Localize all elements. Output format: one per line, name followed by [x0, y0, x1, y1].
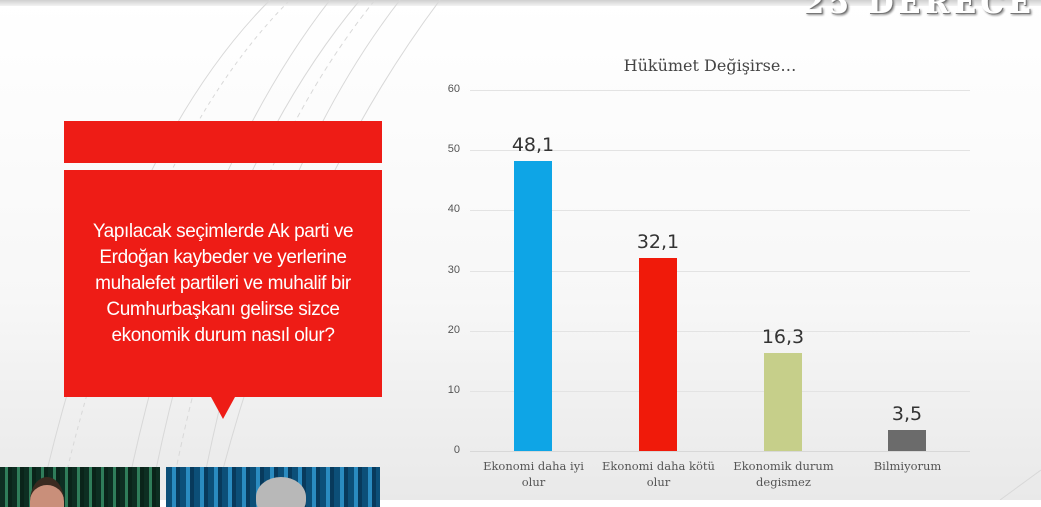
x-label-line: olur	[646, 475, 671, 489]
question-box: Yapılacak seçimlerde Ak parti ve Erdoğan…	[64, 170, 382, 397]
y-tick-40: 40	[447, 203, 460, 215]
bar-bilmiyorum	[888, 430, 926, 451]
gridline-60	[470, 90, 970, 91]
y-tick-30: 30	[447, 264, 460, 276]
x-label-line: Ekonomi daha iyi	[483, 459, 584, 473]
x-axis-line	[470, 451, 970, 452]
value-label: 48,1	[511, 134, 555, 156]
question-banner	[64, 121, 382, 163]
y-tick-50: 50	[447, 143, 460, 155]
x-label-0: Ekonomi daha iyi olur	[471, 458, 596, 490]
question-text: Yapılacak seçimlerde Ak parti ve Erdoğan…	[92, 220, 354, 346]
y-tick-60: 60	[447, 83, 460, 95]
value-label: 3,5	[891, 403, 923, 425]
gridline-40	[470, 210, 970, 211]
gridline-20	[470, 331, 970, 332]
value-label: 32,1	[636, 231, 680, 253]
y-tick-0: 0	[453, 444, 460, 456]
value-label: 16,3	[761, 326, 805, 348]
video-feed-right	[166, 467, 380, 507]
person-avatar	[256, 477, 306, 507]
chart-title: Hükümet Değişirse…	[623, 56, 797, 75]
y-tick-10: 10	[447, 384, 460, 396]
brand-logo: 25 DERECE	[803, 0, 1035, 21]
x-label-line: Ekonomi daha kötü	[602, 459, 715, 473]
gridline-30	[470, 271, 970, 272]
bar-ekonomi-daha-iyi	[514, 161, 552, 451]
video-feed-left	[0, 467, 160, 507]
x-label-line: Ekonomik durum	[733, 459, 834, 473]
gridline-50	[470, 150, 970, 151]
x-label-line: degismez	[756, 475, 811, 489]
bar-ekonomi-daha-kotu	[639, 258, 677, 451]
x-label-1: Ekonomi daha kötü olur	[596, 458, 721, 490]
bar-ekonomik-durum-degismez	[764, 353, 802, 451]
person-avatar	[30, 477, 64, 507]
gridline-10	[470, 391, 970, 392]
y-tick-20: 20	[447, 324, 460, 336]
x-label-3: Bilmiyorum	[845, 458, 970, 474]
x-label-2: Ekonomik durum degismez	[721, 458, 846, 490]
top-bar	[0, 0, 1041, 6]
question-pointer	[211, 397, 235, 419]
x-label-line: olur	[521, 475, 546, 489]
x-label-line: Bilmiyorum	[873, 459, 942, 473]
